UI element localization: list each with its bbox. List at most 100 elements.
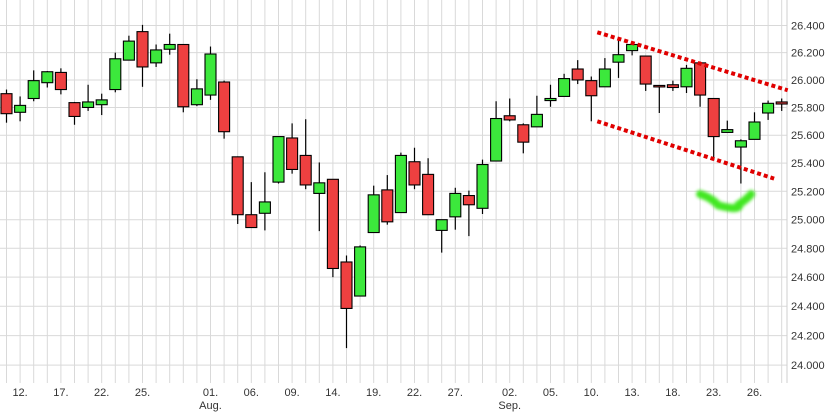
y-tick-label: 24.200 [791, 331, 825, 343]
x-tick-label: 09. [284, 387, 299, 399]
candle [680, 64, 693, 93]
candle-body-up [435, 219, 448, 231]
candle-body-up [367, 194, 380, 234]
x-tick-label: 12. [12, 387, 27, 399]
y-tick-label: 25.400 [791, 158, 825, 170]
candle [0, 89, 13, 123]
x-tick-label: 13. [624, 387, 639, 399]
candle-body-down [177, 43, 190, 108]
candle-body-up [490, 117, 503, 162]
y-tick-label: 24.600 [791, 272, 825, 284]
candle [435, 219, 448, 253]
candle [41, 71, 54, 88]
candle-body-down [218, 81, 231, 133]
candle-body-up [626, 43, 639, 52]
candle [54, 68, 67, 95]
candle [190, 79, 203, 107]
y-axis: 26.400 26.200 26.000 25.800 25.600 25.400 25.2… [786, 0, 825, 383]
candle [27, 70, 40, 102]
highlight-curve [696, 190, 756, 213]
candle [14, 96, 27, 122]
candle [163, 33, 176, 55]
candles [0, 24, 788, 349]
candle [313, 162, 326, 232]
candle [503, 98, 516, 122]
candle [231, 156, 244, 224]
candle-body-down [299, 154, 312, 186]
candle-body-up [190, 88, 203, 106]
candle [218, 80, 231, 139]
candle-body-down [639, 55, 652, 85]
candle [558, 73, 571, 97]
candle [122, 35, 135, 61]
candle-body-up [680, 67, 693, 88]
candle-body-down [653, 84, 666, 88]
candle-body-up [476, 163, 489, 209]
candle [571, 60, 584, 85]
candle [666, 80, 679, 91]
candle-body-down [68, 102, 81, 118]
candle-body-up [109, 58, 122, 91]
trendline-dotted [596, 119, 775, 181]
candle [286, 123, 299, 174]
candle-body-up [163, 43, 176, 50]
x-tick-label: 02. [502, 387, 517, 399]
candle [68, 101, 81, 125]
candle-body-up [313, 182, 326, 194]
candle [653, 84, 666, 113]
y-tick-label: 26.200 [791, 48, 825, 60]
x-tick-label: 01. [203, 387, 218, 399]
candle-body-down [585, 80, 598, 97]
candle [95, 93, 108, 116]
candle-body-up [14, 104, 27, 113]
candle [82, 84, 95, 111]
candle-body-up [41, 71, 54, 84]
candle-body-up [122, 40, 135, 61]
candle-body-down [666, 84, 679, 89]
candle-body-down [136, 31, 149, 68]
candle-body-down [0, 93, 13, 115]
candle-body-up [558, 78, 571, 97]
candle [136, 24, 149, 87]
candle-body-up [204, 53, 217, 96]
candle-body-down [245, 214, 258, 229]
candle [258, 172, 271, 231]
x-tick-label: 14. [325, 387, 340, 399]
candle-body-up [258, 201, 271, 214]
candle [707, 97, 720, 161]
candle-body-up [612, 54, 625, 63]
candle [762, 100, 775, 120]
candle-body-up [394, 154, 407, 214]
candle [612, 40, 625, 78]
candle [299, 119, 312, 190]
candle-body-up [95, 99, 108, 106]
candle-body-up [734, 140, 747, 148]
candle-body-down [503, 115, 516, 121]
candle [721, 120, 734, 133]
candle-body-up [82, 101, 95, 109]
candle [204, 46, 217, 100]
x-tick-label: 10. [584, 387, 599, 399]
candle-body-down [462, 194, 475, 206]
candle-body-down [422, 173, 435, 216]
candle-body-down [517, 124, 530, 143]
candle [476, 159, 489, 214]
y-tick-label: 24.000 [791, 360, 825, 372]
x-tick-label: 19. [366, 387, 381, 399]
candle-body-up [272, 136, 285, 183]
candle [734, 139, 747, 184]
y-tick-label: 25.000 [791, 215, 825, 227]
x-tick-label: 17. [53, 387, 68, 399]
candle [150, 44, 163, 67]
candle [340, 255, 353, 349]
y-tick-label: 25.200 [791, 186, 825, 198]
x-tick-label: 23. [706, 387, 721, 399]
candle-body-down [775, 101, 788, 105]
y-tick-label: 24.800 [791, 243, 825, 255]
candle [354, 245, 367, 297]
candle [449, 187, 462, 230]
candle [422, 158, 435, 216]
x-month-label: Aug. [199, 400, 222, 412]
x-tick-label: 06. [244, 387, 259, 399]
